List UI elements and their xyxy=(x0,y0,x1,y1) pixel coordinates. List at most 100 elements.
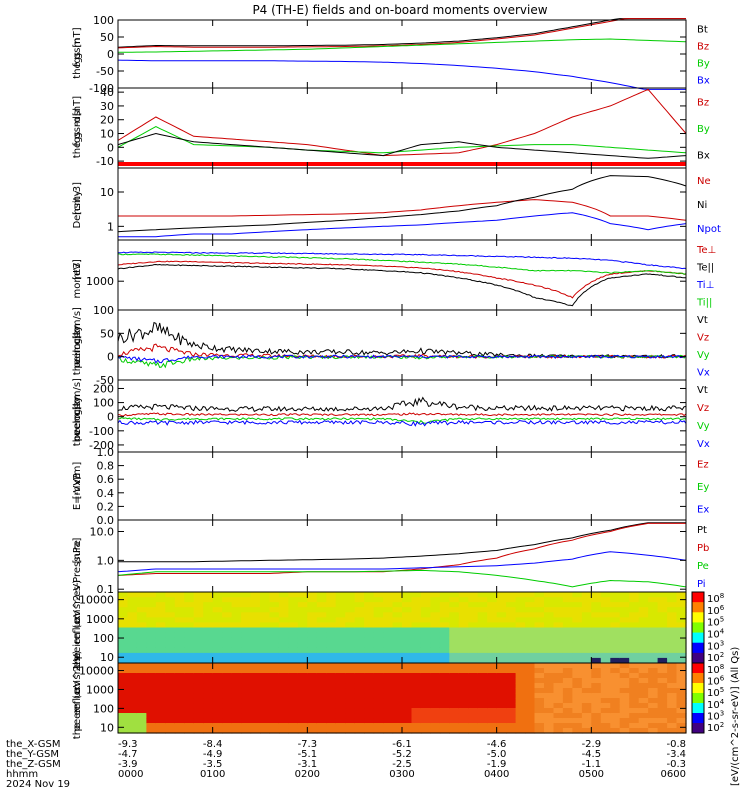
spectrogram-cell xyxy=(354,592,365,598)
spectrogram-cell xyxy=(544,673,555,679)
spectrogram-cell xyxy=(420,698,431,704)
spectrogram-cell xyxy=(383,703,394,709)
spectrogram-cell xyxy=(411,647,422,654)
series-line-Ti⊥ xyxy=(117,251,687,270)
spectrogram-cell xyxy=(572,607,583,613)
spectrogram-cell xyxy=(269,602,280,608)
spectrogram-cell xyxy=(269,678,280,684)
legend-Pt: Pt xyxy=(697,525,707,536)
spectrogram-cell xyxy=(572,673,583,679)
spectrogram-cell xyxy=(449,622,460,629)
spectrogram-cell xyxy=(667,728,678,734)
spectrogram-cell xyxy=(562,678,573,684)
spectrogram-cell xyxy=(506,663,517,669)
spectrogram-cell xyxy=(231,652,242,659)
spectrogram-cell xyxy=(118,688,129,694)
colorbar-tick-exponent: 2 xyxy=(720,651,724,659)
spectrogram-cell xyxy=(420,688,431,694)
spectrogram-cell xyxy=(496,617,507,624)
spectrogram-cell xyxy=(260,597,271,603)
spectrogram-cell xyxy=(506,693,517,699)
spectrogram-cell xyxy=(477,617,488,624)
colorbar-tick-exponent: 6 xyxy=(720,604,725,612)
spectrogram-cell xyxy=(506,592,517,598)
spectrogram-cell xyxy=(250,647,261,654)
ephem-value: 0000 xyxy=(118,769,143,780)
spectrogram-cell xyxy=(307,597,318,603)
spectrogram-cell xyxy=(667,708,678,714)
spectrogram-cell xyxy=(515,592,526,598)
spectrogram-cell xyxy=(335,673,346,679)
y-tick-label: -200 xyxy=(89,439,114,452)
spectrogram-cell xyxy=(629,647,640,654)
spectrogram-cell xyxy=(506,683,517,689)
spectrogram-cell xyxy=(676,718,687,724)
spectrogram-cell xyxy=(316,723,327,729)
spectrogram-cell xyxy=(487,622,498,629)
spectrogram-cell xyxy=(146,663,157,669)
spectrogram-cell xyxy=(345,693,356,699)
spectrogram-cell xyxy=(288,592,299,598)
spectrogram-cell xyxy=(373,592,384,598)
spectrogram-cell xyxy=(411,663,422,669)
spectrogram-cell xyxy=(629,602,640,608)
spectrogram-cell xyxy=(316,688,327,694)
spectrogram-cell xyxy=(591,683,602,689)
spectrogram-cell xyxy=(383,597,394,603)
spectrogram-cell xyxy=(468,678,479,684)
spectrogram-cell xyxy=(562,597,573,603)
spectrogram-cell xyxy=(562,688,573,694)
spectrogram-cell xyxy=(241,637,252,644)
legend-Ey: Ey xyxy=(697,482,709,493)
spectrogram-cell xyxy=(241,708,252,714)
spectrogram-cell xyxy=(136,657,147,664)
spectrogram-cell xyxy=(638,617,649,624)
spectrogram-cell xyxy=(667,607,678,613)
spectrogram-cell xyxy=(250,728,261,734)
y-tick-label: 0 xyxy=(107,351,114,364)
spectrogram-cell xyxy=(288,678,299,684)
spectrogram-cell xyxy=(619,632,630,639)
spectrogram-cell xyxy=(496,597,507,603)
spectrogram-cell xyxy=(193,632,204,639)
spectrogram-cell xyxy=(307,708,318,714)
spectrogram-cell xyxy=(420,642,431,649)
y-tick-label: 1000 xyxy=(86,613,114,626)
spectrogram-cell xyxy=(477,703,488,709)
spectrogram-cell xyxy=(619,617,630,624)
spectrogram-cell xyxy=(278,632,289,639)
spectrogram-cell xyxy=(506,632,517,639)
y-axis-label-line: [mV/m] xyxy=(72,462,83,500)
spectrogram-cell xyxy=(468,723,479,729)
spectrogram-cell xyxy=(127,642,138,649)
y-axis-label-line: Pressure xyxy=(72,540,83,583)
spectrogram-cell xyxy=(553,713,564,719)
spectrogram-cell xyxy=(307,632,318,639)
spectrogram-cell xyxy=(297,652,308,659)
spectrogram-cell xyxy=(118,602,129,608)
spectrogram-cell xyxy=(165,678,176,684)
spectrogram-cell xyxy=(174,693,185,699)
spectrogram-cell xyxy=(212,607,223,613)
spectrogram-cell xyxy=(241,723,252,729)
spectrogram-cell xyxy=(638,673,649,679)
spectrogram-cell xyxy=(629,627,640,634)
ephem-value: -9.3 xyxy=(118,739,138,750)
spectrogram-cell xyxy=(515,612,526,618)
spectrogram-cell xyxy=(222,678,233,684)
spectrogram-cell xyxy=(657,597,668,603)
panel-peir_spectrogram: 10000100010010thepeirenefluxeV(cm^2-s-sr… xyxy=(72,580,687,669)
spectrogram-cell xyxy=(307,723,318,729)
spectrogram-cell xyxy=(487,713,498,719)
spectrogram-cell xyxy=(420,708,431,714)
spectrogram-cell xyxy=(430,637,441,644)
spectrogram-cell xyxy=(383,668,394,674)
spectrogram-cell xyxy=(648,678,659,684)
spectrogram-cell xyxy=(278,663,289,669)
spectrogram-cell xyxy=(572,617,583,624)
spectrogram-cell xyxy=(648,723,659,729)
spectrogram-cell xyxy=(553,602,564,608)
spectrogram-cell xyxy=(544,597,555,603)
spectrogram-cell xyxy=(155,647,166,654)
